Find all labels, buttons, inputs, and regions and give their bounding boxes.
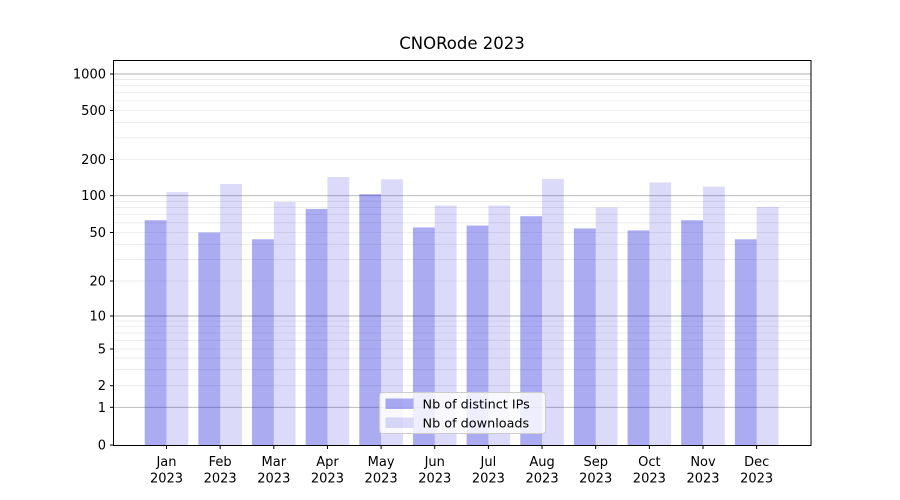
y-tick-label: 1000	[73, 68, 106, 83]
x-tick-label-month: May	[368, 455, 395, 470]
bar-distinct-ips-jul	[466, 225, 489, 446]
x-tick-label-year: 2023	[365, 472, 398, 487]
x-tick-label-month: Apr	[316, 455, 339, 470]
bar-distinct-ips-may	[359, 194, 382, 446]
y-tick-label: 10	[89, 310, 106, 325]
y-tick-label: 200	[81, 153, 106, 168]
y-tick-label: 20	[89, 275, 106, 290]
y-tick-label: 5	[98, 343, 106, 358]
x-tick-label-month: Feb	[209, 455, 232, 470]
y-tick-label: 1	[98, 401, 106, 416]
x-tick-label-month: Sep	[583, 455, 608, 470]
legend-label-distinct-ips: Nb of distinct IPs	[423, 398, 531, 413]
legend-swatch-distinct-ips	[385, 398, 414, 409]
y-tick-label: 100	[81, 189, 106, 204]
legend-box	[379, 392, 546, 434]
plot-border	[113, 60, 812, 446]
bar-distinct-ips-sep	[573, 228, 596, 446]
y-tick-label: 0	[98, 439, 106, 454]
bar-downloads-sep	[595, 207, 618, 446]
bar-distinct-ips-nov	[681, 220, 703, 446]
bar-downloads-oct	[649, 182, 672, 446]
x-tick-label-month: Oct	[638, 455, 660, 470]
legend-swatch-downloads	[385, 417, 414, 428]
y-tick-label: 50	[89, 226, 106, 241]
y-axis: 0 1 2 5 10 20 50 100 200 500 1000	[73, 68, 114, 454]
x-tick-label-month: Jul	[480, 455, 497, 470]
bar-distinct-ips-feb	[198, 232, 221, 446]
x-tick-label-year: 2023	[418, 472, 451, 487]
x-tick-label-year: 2023	[686, 472, 719, 487]
x-tick-label-month: Jan	[155, 455, 176, 470]
x-tick-label-year: 2023	[204, 472, 237, 487]
x-tick-label-year: 2023	[526, 472, 559, 487]
x-tick-label-year: 2023	[311, 472, 344, 487]
bar-distinct-ips-jun	[412, 227, 435, 446]
chart-title: CNORode 2023	[399, 34, 525, 53]
bar-downloads-aug	[542, 178, 564, 446]
bar-downloads-feb	[220, 184, 242, 446]
bars	[144, 177, 779, 446]
y-tick-label: 500	[81, 104, 106, 119]
x-tick-label-month: Mar	[262, 455, 287, 470]
x-tick-label-year: 2023	[579, 472, 612, 487]
x-tick-label-month: Dec	[744, 455, 769, 470]
x-axis: Jan 2023 Feb 2023 Mar 2023 Apr 2023 May 2023 Jun 20…	[150, 445, 773, 487]
x-tick-label-year: 2023	[150, 472, 183, 487]
bar-downloads-jan	[166, 192, 189, 446]
bar-downloads-jul	[488, 205, 511, 446]
legend: Nb of distinct IPs Nb of downloads	[379, 392, 546, 434]
bar-downloads-nov	[703, 186, 725, 446]
x-tick-label-year: 2023	[472, 472, 505, 487]
bar-distinct-ips-aug	[520, 216, 543, 446]
x-tick-label-month: Nov	[690, 455, 716, 470]
bar-downloads-jun	[434, 205, 457, 446]
bar-distinct-ips-dec	[734, 239, 757, 446]
x-tick-label-month: Aug	[529, 455, 554, 470]
bar-distinct-ips-oct	[627, 230, 650, 446]
bar-distinct-ips-mar	[252, 239, 274, 446]
y-tick-label: 2	[98, 379, 106, 394]
bar-distinct-ips-apr	[305, 208, 328, 446]
legend-label-downloads: Nb of downloads	[423, 417, 530, 432]
bar-distinct-ips-jan	[144, 220, 167, 446]
x-tick-label-year: 2023	[740, 472, 773, 487]
x-tick-label-month: Jun	[424, 455, 445, 470]
bar-downloads-may	[381, 179, 403, 446]
x-tick-label-year: 2023	[257, 472, 290, 487]
bar-downloads-mar	[273, 201, 296, 446]
bar-downloads-apr	[327, 177, 350, 446]
x-tick-label-year: 2023	[633, 472, 666, 487]
bar-downloads-dec	[756, 206, 779, 446]
